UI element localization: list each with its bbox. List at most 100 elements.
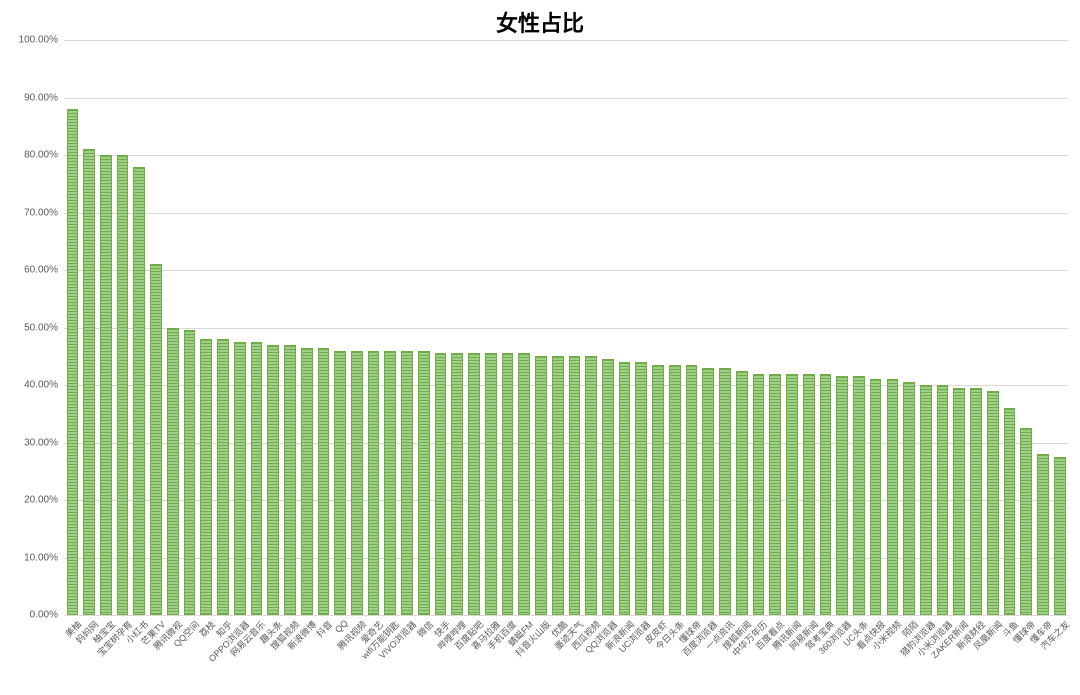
bar <box>769 374 781 616</box>
bar <box>836 376 848 615</box>
bar <box>987 391 999 615</box>
bar-slot: QQ <box>332 40 349 615</box>
bar <box>167 328 179 616</box>
bar <box>635 362 647 615</box>
bar <box>83 149 95 615</box>
bar-slot: 猎豹浏览器 <box>917 40 934 615</box>
bar <box>485 353 497 615</box>
y-tick-label: 60.00% <box>4 265 58 276</box>
y-tick-label: 50.00% <box>4 322 58 333</box>
bar <box>753 374 765 616</box>
bar <box>351 351 363 616</box>
bar-slot: 懂球帝 <box>683 40 700 615</box>
bar <box>468 353 480 615</box>
plot-area: 0.00%10.00%20.00%30.00%40.00%50.00%60.00… <box>64 40 1068 615</box>
bar-slot: 抖音火山版 <box>533 40 550 615</box>
bar-slot: 小米浏览器 <box>934 40 951 615</box>
bar <box>435 353 447 615</box>
bar <box>251 342 263 615</box>
bar <box>903 382 915 615</box>
bar <box>318 348 330 615</box>
y-tick-label: 30.00% <box>4 437 58 448</box>
bar-slot: 网易新闻 <box>800 40 817 615</box>
bar <box>669 365 681 615</box>
bar-slot: 新浪新闻 <box>616 40 633 615</box>
y-tick-label: 40.00% <box>4 380 58 391</box>
bar-slot: 荔枝 <box>198 40 215 615</box>
bar <box>1004 408 1016 615</box>
bar <box>803 374 815 616</box>
bar-slot: 搜狐视频 <box>282 40 299 615</box>
bar <box>569 356 581 615</box>
bar <box>719 368 731 615</box>
bar <box>937 385 949 615</box>
bar <box>301 348 313 615</box>
bar <box>602 359 614 615</box>
bar-slot: 哔哩哔哩 <box>449 40 466 615</box>
bar-slot: 腾讯视频 <box>348 40 365 615</box>
bar-slot: 腾讯微视 <box>164 40 181 615</box>
bar <box>117 155 129 615</box>
bar-slot: 看点快报 <box>867 40 884 615</box>
bar-slot: 美柚 <box>64 40 81 615</box>
bar <box>786 374 798 616</box>
y-tick-label: 10.00% <box>4 552 58 563</box>
bar <box>585 356 597 615</box>
bar-slot: 今日头条 <box>666 40 683 615</box>
bar <box>870 379 882 615</box>
bar-slot: 抖音 <box>315 40 332 615</box>
bar <box>200 339 212 615</box>
bar-slot: 360浏览器 <box>834 40 851 615</box>
bar-slot: 新浪财经 <box>968 40 985 615</box>
bar <box>518 353 530 615</box>
y-tick-label: 80.00% <box>4 150 58 161</box>
bar <box>820 374 832 616</box>
bar <box>736 371 748 615</box>
bar-slot: 新浪微博 <box>298 40 315 615</box>
bar-slot: VIVO浏览器 <box>399 40 416 615</box>
bar-slot: 陌陌 <box>901 40 918 615</box>
bar-slot: QQ空间 <box>181 40 198 615</box>
bar <box>100 155 112 615</box>
bar-slot: 皮皮虾 <box>650 40 667 615</box>
y-tick-label: 100.00% <box>4 35 58 46</box>
bar <box>334 351 346 616</box>
bar <box>1054 457 1066 615</box>
bar-slot: 优酷 <box>549 40 566 615</box>
bar-slot: OPPO浏览器 <box>231 40 248 615</box>
bar <box>368 351 380 616</box>
bar <box>619 362 631 615</box>
bar <box>234 342 246 615</box>
bar <box>1037 454 1049 615</box>
bar-slot: 小米视频 <box>884 40 901 615</box>
bar-slot: 小红书 <box>131 40 148 615</box>
bar <box>384 351 396 616</box>
bar-slot: 爱奇艺 <box>365 40 382 615</box>
bar <box>535 356 547 615</box>
bar-slot: UC头条 <box>851 40 868 615</box>
bar-slot: QQ浏览器 <box>600 40 617 615</box>
bar <box>284 345 296 615</box>
bar-slot: 快手 <box>432 40 449 615</box>
bar-slot: 知乎 <box>215 40 232 615</box>
bar-slot: 斗鱼 <box>1001 40 1018 615</box>
bar-slot: 喜马拉雅 <box>482 40 499 615</box>
gridline <box>64 615 1068 616</box>
bar-slot: 手机百度 <box>499 40 516 615</box>
bar <box>702 368 714 615</box>
chart-title: 女性占比 <box>0 6 1080 38</box>
bar <box>887 379 899 615</box>
bar-slot: 凤凰新闻 <box>984 40 1001 615</box>
bar <box>920 385 932 615</box>
bar <box>853 376 865 615</box>
bar-slot: 芒果TV <box>148 40 165 615</box>
bar-slot: 汽车之友 <box>1051 40 1068 615</box>
bar-slot: 趣头条 <box>265 40 282 615</box>
bar <box>217 339 229 615</box>
y-tick-label: 90.00% <box>4 92 58 103</box>
bar <box>401 351 413 616</box>
y-tick-label: 0.00% <box>4 610 58 621</box>
bar <box>150 264 162 615</box>
bar-slot: ZAKER新闻 <box>951 40 968 615</box>
bar-slot: 百度贴吧 <box>466 40 483 615</box>
